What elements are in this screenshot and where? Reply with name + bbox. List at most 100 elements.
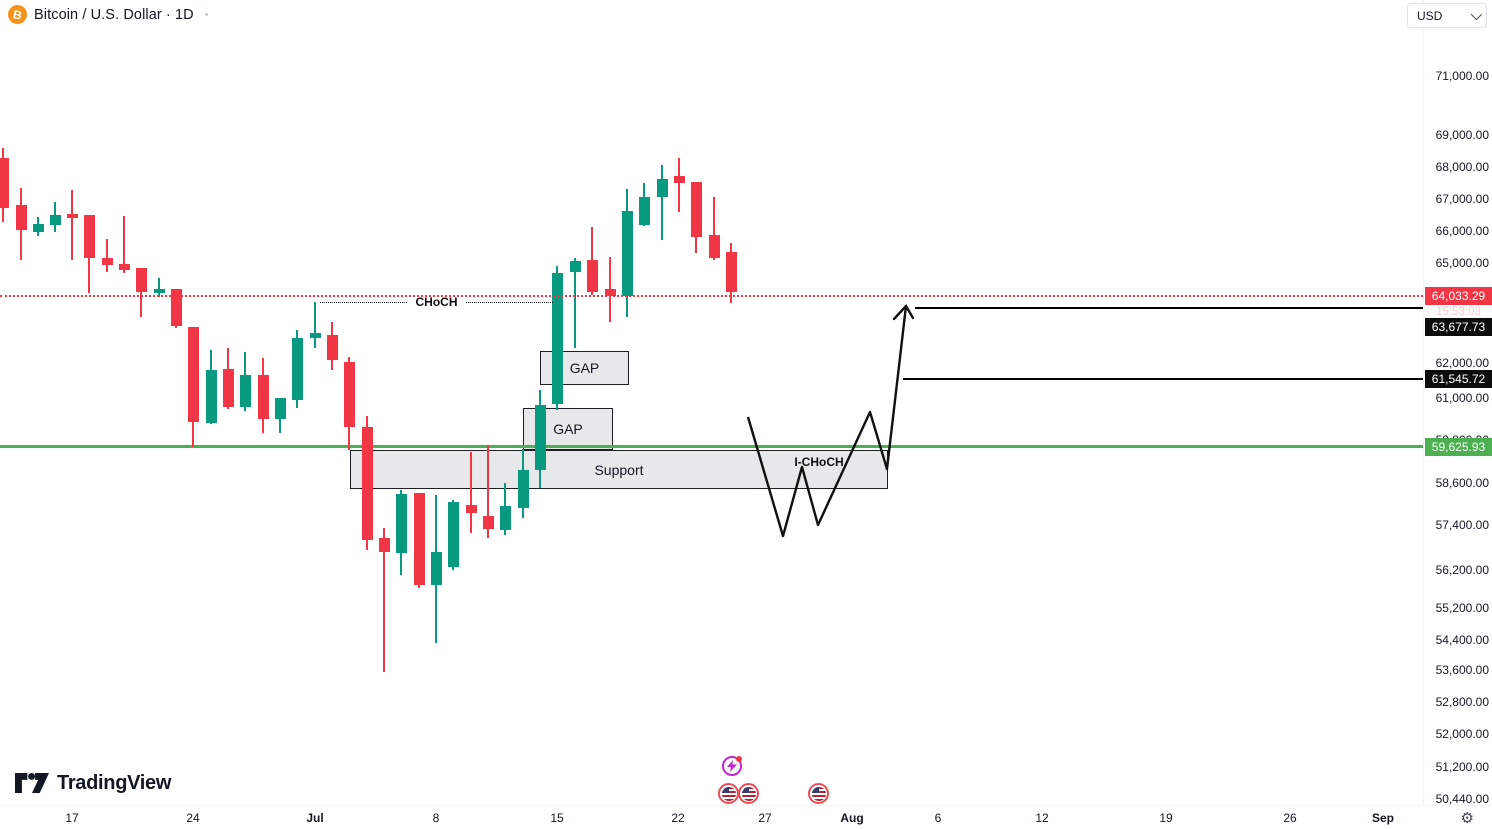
projection-drawing-layer: [746, 303, 915, 538]
candle-wick: [123, 216, 125, 273]
price-axis-label: 68,000.00: [1435, 160, 1489, 174]
candle[interactable]: [465, 505, 477, 513]
i-choch-label: I-CHoCH: [794, 455, 844, 469]
candle-wick: [487, 445, 489, 538]
candle[interactable]: [395, 494, 407, 553]
time-axis-label: Aug: [840, 811, 864, 825]
target-price-line[interactable]: [915, 307, 1423, 309]
candle[interactable]: [551, 273, 563, 404]
us-flag-event-icon[interactable]: [808, 783, 829, 804]
price-axis-badge: 59,625.93: [1425, 438, 1492, 456]
time-axis-label: 24: [186, 811, 200, 825]
price-axis-label: 52,000.00: [1435, 727, 1489, 741]
us-flag: [721, 786, 736, 801]
candle-wick: [71, 190, 73, 260]
candle[interactable]: [638, 197, 650, 225]
price-axis-label: 53,600.00: [1435, 663, 1489, 677]
price-axis-label: 54,400.00: [1435, 633, 1489, 647]
price-axis-label: 71,000.00: [1435, 69, 1489, 83]
price-axis-label: 56,200.00: [1435, 563, 1489, 577]
candle[interactable]: [673, 176, 685, 183]
candle-wick: [106, 239, 108, 272]
candle-wick: [713, 197, 715, 260]
candle[interactable]: [239, 375, 251, 407]
candle[interactable]: [326, 335, 338, 360]
candle[interactable]: [482, 516, 494, 529]
candle[interactable]: [725, 252, 737, 292]
choch-annotation[interactable]: CHoCH: [320, 295, 553, 310]
time-axis-label: 6: [934, 811, 942, 825]
candle[interactable]: [656, 179, 668, 197]
support-level-line[interactable]: [0, 445, 1423, 448]
candle[interactable]: [170, 289, 182, 326]
price-axis-label: 57,400.00: [1435, 518, 1489, 532]
candle[interactable]: [49, 215, 61, 225]
candle[interactable]: [690, 182, 702, 237]
price-axis-label: 69,000.00: [1435, 128, 1489, 142]
price-axis-label: 52,800.00: [1435, 695, 1489, 709]
price-axis[interactable]: 71,000.00 69,000.00 68,000.00 67,000.00 66,0…: [1423, 0, 1492, 826]
candle[interactable]: [101, 258, 113, 265]
time-axis-label: 22: [671, 811, 685, 825]
current-price-line: [0, 295, 1423, 297]
candle-wick: [158, 278, 160, 297]
time-axis[interactable]: ⚙ 17 24 Jul 8 15 22 27 Aug 6 12 19 26 Sep: [0, 805, 1492, 829]
candle[interactable]: [361, 427, 373, 540]
candle[interactable]: [118, 264, 130, 270]
us-flag-canton: [721, 786, 730, 793]
price-axis-label: 61,000.00: [1435, 391, 1489, 405]
price-axis-badge: 63,677.73: [1425, 318, 1492, 336]
tradingview-logo[interactable]: TradingView: [15, 771, 171, 795]
candle[interactable]: [66, 214, 78, 218]
candle[interactable]: [309, 333, 321, 338]
price-axis-label: 58,600.00: [1435, 476, 1489, 490]
target-price-line[interactable]: [903, 378, 1423, 380]
axis-settings-gear-icon[interactable]: ⚙: [1460, 810, 1474, 827]
candle[interactable]: [534, 405, 546, 470]
candle[interactable]: [135, 268, 147, 292]
candle[interactable]: [83, 215, 95, 258]
price-axis-badge: 61,545.72: [1425, 370, 1492, 388]
candle[interactable]: [604, 289, 616, 296]
candle[interactable]: [222, 369, 234, 407]
candle[interactable]: [343, 362, 355, 427]
time-axis-label: 12: [1035, 811, 1049, 825]
chart-plot-area[interactable]: GAP GAP Support CHoCH I-CHoCH: [0, 0, 1423, 805]
candle[interactable]: [621, 211, 633, 296]
projection-zigzag-path[interactable]: [746, 305, 908, 538]
candle[interactable]: [413, 493, 425, 585]
gap-box-label: GAP: [553, 421, 583, 437]
us-flag-event-icon[interactable]: [738, 783, 759, 804]
candle-wick: [383, 528, 385, 672]
candle[interactable]: [187, 327, 199, 422]
candle[interactable]: [378, 538, 390, 552]
currency-selector[interactable]: USD: [1407, 3, 1487, 28]
candle[interactable]: [586, 260, 598, 292]
candle[interactable]: [153, 289, 165, 293]
candle[interactable]: [499, 506, 511, 530]
gap-box-label: GAP: [569, 360, 600, 376]
candle[interactable]: [517, 470, 529, 508]
economic-event-lightning-icon[interactable]: [722, 756, 742, 776]
tradingview-logo-mark: [15, 772, 49, 794]
candle[interactable]: [708, 235, 720, 258]
symbol-header[interactable]: B Bitcoin / U.S. Dollar · 1D ·: [6, 3, 210, 26]
us-flag-event-icon[interactable]: [718, 783, 739, 804]
us-flag-canton: [811, 786, 820, 793]
candle[interactable]: [447, 502, 459, 567]
candle[interactable]: [15, 205, 27, 230]
candle[interactable]: [274, 398, 286, 419]
candle-wick: [661, 165, 663, 240]
candle-wick: [140, 268, 142, 317]
candle[interactable]: [569, 261, 581, 272]
title-suffix-dot: ·: [204, 7, 210, 22]
candle[interactable]: [0, 158, 9, 208]
support-box-label: Support: [594, 461, 644, 478]
candle[interactable]: [257, 375, 269, 419]
candle[interactable]: [32, 224, 44, 232]
symbol-title[interactable]: Bitcoin / U.S. Dollar · 1D: [34, 6, 194, 23]
us-flag-canton: [741, 786, 750, 793]
candle[interactable]: [205, 370, 217, 423]
candle[interactable]: [430, 552, 442, 585]
candle[interactable]: [291, 338, 303, 400]
